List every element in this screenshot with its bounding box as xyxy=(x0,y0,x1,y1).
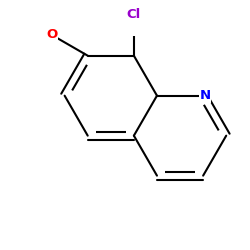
Text: O: O xyxy=(46,28,57,42)
Text: N: N xyxy=(199,89,210,102)
Text: Cl: Cl xyxy=(127,8,141,21)
